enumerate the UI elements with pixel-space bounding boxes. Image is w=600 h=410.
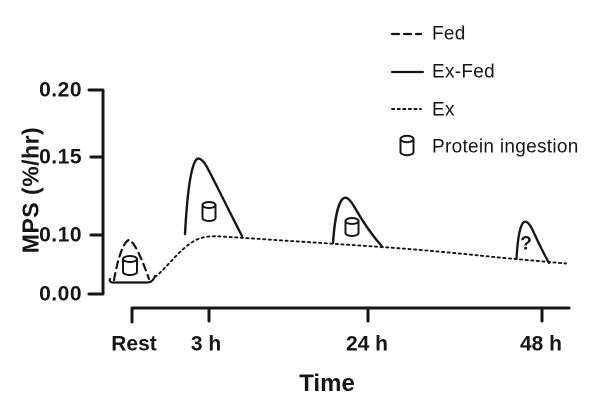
x-axis-line [130,306,571,324]
uncertainty-question-mark: ? [520,233,532,255]
y-tick-label-020: 0.20 [39,78,82,102]
protein-cylinder-rest-icon [122,255,138,276]
y-axis-line [87,88,105,296]
x-tick-label-48h: 48 h [519,332,563,356]
legend-label-ex-fed: Ex-Fed [432,61,496,83]
x-tick-label-rest: Rest [111,332,157,356]
x-axis-title: Time [299,370,355,397]
legend-label-ex: Ex [432,99,455,121]
y-axis-title: MPS (%/hr) [17,126,44,254]
x-tick-label-3h: 3 h [190,332,222,356]
ex-fed-peak-24h [331,196,384,249]
ex-fed-peak-3h [183,157,244,238]
y-tick-label-000: 0.00 [39,282,82,306]
x-axis-ticks [207,306,544,323]
ex-fed-peak-48h [515,220,551,265]
legend-label-fed: Fed [432,23,466,45]
x-tick-label-24h: 24 h [345,332,389,356]
legend-label-protein-ingestion: Protein ingestion [432,136,579,158]
legend-protein-cylinder-icon [399,134,415,157]
ex-curve [154,235,567,278]
y-tick-label-010: 0.10 [39,223,82,247]
y-tick-label-015: 0.15 [39,145,82,169]
rest-baseline-line [108,274,157,284]
protein-cylinder-24h-icon [344,217,360,237]
y-axis-ticks [89,155,105,237]
fed-curve [112,238,151,282]
protein-cylinder-3h-icon [201,201,217,222]
